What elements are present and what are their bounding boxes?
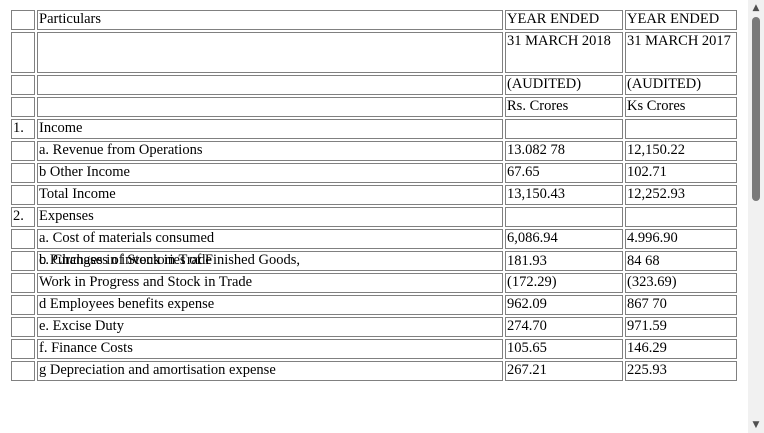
row-number xyxy=(11,295,35,315)
scrollbar-thumb[interactable] xyxy=(752,17,760,201)
col1-unit-header: Rs. Crores xyxy=(505,97,623,117)
scroll-down-arrow-icon[interactable]: ▼ xyxy=(752,420,760,430)
row-label: Work in Progress and Stock in Trade xyxy=(37,273,503,293)
table-row: 1. Income xyxy=(11,119,737,139)
row-value-2018 xyxy=(505,119,623,139)
table-row: Work in Progress and Stock in Trade (172… xyxy=(11,273,737,293)
table-cell xyxy=(37,75,503,95)
table-row: a. Cost of materials consumed 6,086.94 4… xyxy=(11,229,737,249)
table-cell xyxy=(11,97,35,117)
row-label: a. Cost of materials consumed xyxy=(37,229,503,249)
row-value-2018: 181.93 xyxy=(505,251,623,271)
row-value-2018: 13.082 78 xyxy=(505,141,623,161)
table-cell xyxy=(37,97,503,117)
row-value-2017: 12,252.93 xyxy=(625,185,737,205)
row-value-2018: 6,086.94 xyxy=(505,229,623,249)
row-label: Total Income xyxy=(37,185,503,205)
row-label: d Employees benefits expense xyxy=(37,295,503,315)
row-number xyxy=(11,273,35,293)
row-value-2018: 67.65 xyxy=(505,163,623,183)
header-row-audit: (AUDITED) (AUDITED) xyxy=(11,75,737,95)
row-label: g Depreciation and amortisation expense xyxy=(37,361,503,381)
row-value-2017: (323.69) xyxy=(625,273,737,293)
row-value-2018: (172.29) xyxy=(505,273,623,293)
table-cell xyxy=(11,75,35,95)
col1-audit-header: (AUDITED) xyxy=(505,75,623,95)
document-viewport: Particulars YEAR ENDED YEAR ENDED 31 MAR… xyxy=(9,8,739,383)
table-cell xyxy=(11,10,35,30)
row-label: b Purchases of Stock in Trade xyxy=(39,252,212,268)
row-value-2017: 84 68 xyxy=(625,251,737,271)
col2-year-header: YEAR ENDED xyxy=(625,10,737,30)
table-row: f. Finance Costs 105.65 146.29 xyxy=(11,339,737,359)
row-number xyxy=(11,185,35,205)
col2-date-header: 31 MARCH 2017 xyxy=(625,32,737,73)
row-number xyxy=(11,339,35,359)
table-cell xyxy=(11,32,35,73)
table-row: d Employees benefits expense 962.09 867 … xyxy=(11,295,737,315)
table-row: Total Income 13,150.43 12,252.93 xyxy=(11,185,737,205)
header-row-unit: Rs. Crores Ks Crores xyxy=(11,97,737,117)
row-value-2018: 105.65 xyxy=(505,339,623,359)
row-value-2017: 225.93 xyxy=(625,361,737,381)
row-value-2018: 267.21 xyxy=(505,361,623,381)
row-number xyxy=(11,163,35,183)
row-value-2017 xyxy=(625,119,737,139)
row-value-2018: 962.09 xyxy=(505,295,623,315)
vertical-scrollbar[interactable]: ▲ ▼ xyxy=(748,0,764,433)
row-number xyxy=(11,141,35,161)
row-value-2017: 146.29 xyxy=(625,339,737,359)
row-number xyxy=(11,361,35,381)
col2-audit-header: (AUDITED) xyxy=(625,75,737,95)
table-row: b Other Income 67.65 102.71 xyxy=(11,163,737,183)
row-value-2017: 12,150.22 xyxy=(625,141,737,161)
row-number: 2. xyxy=(11,207,35,227)
table-row: a. Revenue from Operations 13.082 78 12,… xyxy=(11,141,737,161)
particulars-header: Particulars xyxy=(37,10,503,30)
financial-results-table: Particulars YEAR ENDED YEAR ENDED 31 MAR… xyxy=(9,8,739,383)
row-value-2017: 102.71 xyxy=(625,163,737,183)
row-value-2017: 4.996.90 xyxy=(625,229,737,249)
header-row-date: 31 MARCH 2018 31 MARCH 2017 xyxy=(11,32,737,73)
row-value-2018 xyxy=(505,207,623,227)
row-value-2017: 971.59 xyxy=(625,317,737,337)
col1-date-header: 31 MARCH 2018 xyxy=(505,32,623,73)
row-label: e. Excise Duty xyxy=(37,317,503,337)
table-row: 2. Expenses xyxy=(11,207,737,227)
row-label: f. Finance Costs xyxy=(37,339,503,359)
row-label: Expenses xyxy=(37,207,503,227)
table-row: g Depreciation and amortisation expense … xyxy=(11,361,737,381)
row-label: a. Revenue from Operations xyxy=(37,141,503,161)
row-label: b Other Income xyxy=(37,163,503,183)
row-label-continued: c. Changes in inventories of Finished Go… xyxy=(39,252,300,268)
col2-unit-header: Ks Crores xyxy=(625,97,737,117)
col1-year-header: YEAR ENDED xyxy=(505,10,623,30)
row-value-2017: 867 70 xyxy=(625,295,737,315)
row-value-2017 xyxy=(625,207,737,227)
header-row-year: Particulars YEAR ENDED YEAR ENDED xyxy=(11,10,737,30)
row-number xyxy=(11,251,35,271)
row-number xyxy=(11,229,35,249)
scroll-up-arrow-icon[interactable]: ▲ xyxy=(752,3,760,13)
row-number xyxy=(11,317,35,337)
row-value-2018: 274.70 xyxy=(505,317,623,337)
table-row: b Purchases of Stock in Trade c. Changes… xyxy=(11,251,737,271)
table-row: e. Excise Duty 274.70 971.59 xyxy=(11,317,737,337)
table-cell xyxy=(37,32,503,73)
row-label-cell: b Purchases of Stock in Trade c. Changes… xyxy=(37,251,503,271)
row-value-2018: 13,150.43 xyxy=(505,185,623,205)
row-number: 1. xyxy=(11,119,35,139)
row-label: Income xyxy=(37,119,503,139)
